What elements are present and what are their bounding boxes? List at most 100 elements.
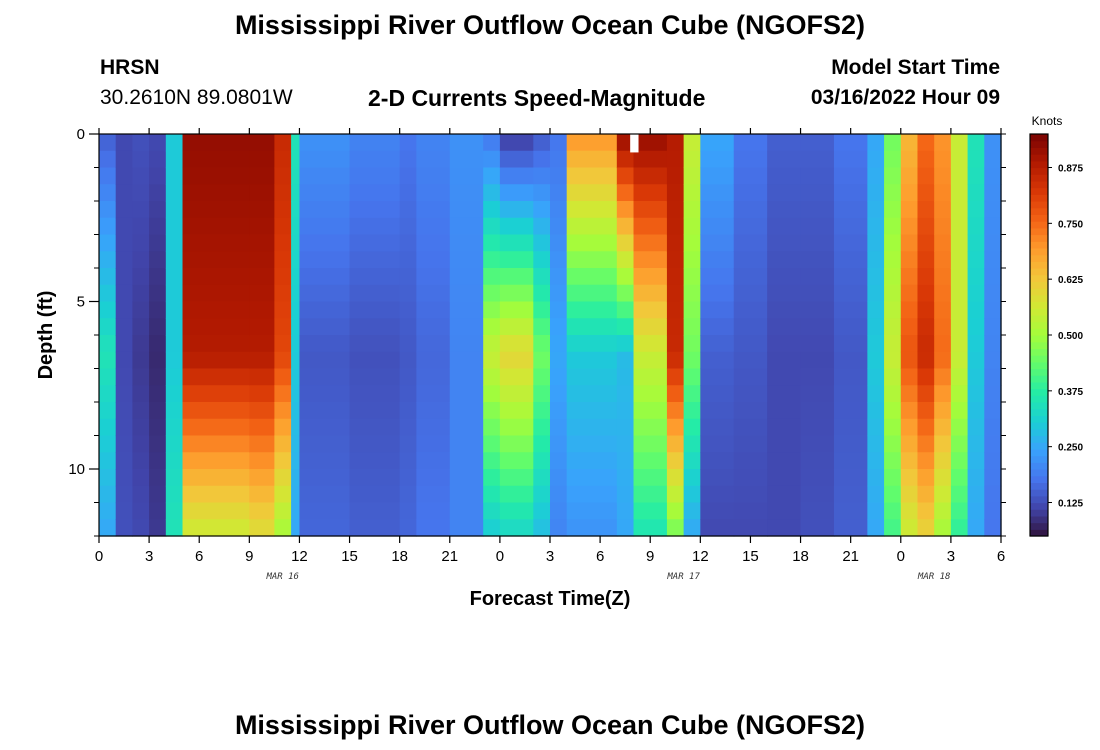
heatmap-cell <box>666 452 685 470</box>
heatmap-cell <box>733 418 768 437</box>
heatmap-cell <box>299 251 351 269</box>
heatmap-cell <box>733 268 768 286</box>
heatmap-cell <box>633 134 668 152</box>
heatmap-cell <box>349 201 401 219</box>
heatmap-cell <box>767 301 802 319</box>
heatmap-cell <box>683 335 701 353</box>
heatmap-cell <box>683 519 701 537</box>
heatmap-cell <box>767 318 802 336</box>
heatmap-cell <box>149 368 167 386</box>
heatmap-cell <box>800 335 835 353</box>
heatmap-cell <box>249 502 275 520</box>
heatmap-cell <box>967 485 985 504</box>
heatmap-cell <box>99 335 117 353</box>
heatmap-cell <box>449 402 484 420</box>
heatmap-cell <box>165 452 184 470</box>
heatmap-cell <box>499 368 534 386</box>
heatmap-cell <box>616 418 635 437</box>
heatmap-cell <box>165 385 184 403</box>
heatmap-cell <box>900 519 919 537</box>
colorbar-segment <box>1030 469 1048 477</box>
heatmap-cell <box>884 418 902 437</box>
heatmap-cell <box>967 201 985 219</box>
heatmap-cell <box>249 452 275 470</box>
heatmap-cell <box>984 402 1002 420</box>
heatmap-cell <box>967 469 985 487</box>
heatmap-cell <box>299 418 351 437</box>
heatmap-cell <box>291 418 301 437</box>
heatmap-cell <box>566 435 618 453</box>
heatmap-cell <box>115 435 134 453</box>
colorbar-segment <box>1030 308 1048 316</box>
heatmap-cell <box>399 251 417 269</box>
heatmap-cell <box>499 452 534 470</box>
heatmap-cell <box>274 485 292 504</box>
heatmap-cell <box>449 435 484 453</box>
colorbar-tick-label: 0.250 <box>1058 443 1083 454</box>
heatmap-cell <box>984 251 1002 269</box>
heatmap-cell <box>917 167 935 185</box>
heatmap-cell <box>900 318 919 336</box>
heatmap-cell <box>483 167 501 185</box>
heatmap-cell <box>99 234 117 252</box>
heatmap-cell <box>633 150 668 169</box>
heatmap-cell <box>349 435 401 453</box>
heatmap-cell <box>566 201 618 219</box>
heatmap-cell <box>633 452 668 470</box>
heatmap-cell <box>733 201 768 219</box>
heatmap-cell <box>950 201 969 219</box>
model-start-label: Model Start Time <box>831 56 1000 79</box>
heatmap-cell <box>683 435 701 453</box>
colorbar-segment <box>1030 328 1048 336</box>
heatmap-cell <box>884 201 902 219</box>
heatmap-cell <box>132 150 150 169</box>
heatmap-cell <box>867 150 885 169</box>
heatmap-cell <box>483 351 501 370</box>
heatmap-cell <box>449 150 484 169</box>
heatmap-cell <box>700 150 735 169</box>
heatmap-cell <box>900 452 919 470</box>
heatmap-cell <box>399 217 417 236</box>
colorbar-segment <box>1030 187 1048 195</box>
heatmap-cell <box>115 452 134 470</box>
heatmap-cell <box>867 435 885 453</box>
colorbar-tick-label: 0.875 <box>1058 164 1083 175</box>
heatmap-cell <box>533 418 551 437</box>
heatmap-cell <box>550 301 568 319</box>
heatmap-cell <box>99 385 117 403</box>
heatmap-cell <box>132 134 150 152</box>
heatmap-cell <box>733 318 768 336</box>
heatmap-cell <box>533 519 551 537</box>
heatmap-cell <box>566 418 618 437</box>
heatmap-cell <box>984 234 1002 252</box>
heatmap-cell <box>934 217 952 236</box>
colorbar-segment <box>1030 388 1048 396</box>
heatmap-cell <box>666 318 685 336</box>
heatmap-cell <box>767 351 802 370</box>
heatmap-cell <box>800 234 835 252</box>
heatmap-cell <box>533 385 551 403</box>
heatmap-cell <box>900 268 919 286</box>
heatmap-cell <box>299 217 351 236</box>
heatmap-cell <box>499 351 534 370</box>
heatmap-cell <box>800 452 835 470</box>
heatmap-cell <box>416 402 451 420</box>
heatmap-cell <box>633 201 668 219</box>
colorbar-tick-label: 0.750 <box>1058 219 1083 230</box>
heatmap-cell <box>934 469 952 487</box>
heatmap-cell <box>349 385 401 403</box>
heatmap-cell <box>616 268 635 286</box>
colorbar-segment <box>1030 495 1048 504</box>
heatmap-cell <box>249 234 275 252</box>
heatmap-cell <box>299 318 351 336</box>
heatmap-cell <box>616 351 635 370</box>
heatmap-cell <box>884 385 902 403</box>
heatmap-cell <box>416 418 451 437</box>
colorbar-segment <box>1030 422 1048 430</box>
x-tick-label: 6 <box>195 548 203 565</box>
heatmap-cell <box>633 335 668 353</box>
colorbar-segment <box>1030 221 1048 229</box>
heatmap-cell <box>399 150 417 169</box>
heatmap-cell <box>934 201 952 219</box>
colorbar-segment <box>1030 335 1048 343</box>
